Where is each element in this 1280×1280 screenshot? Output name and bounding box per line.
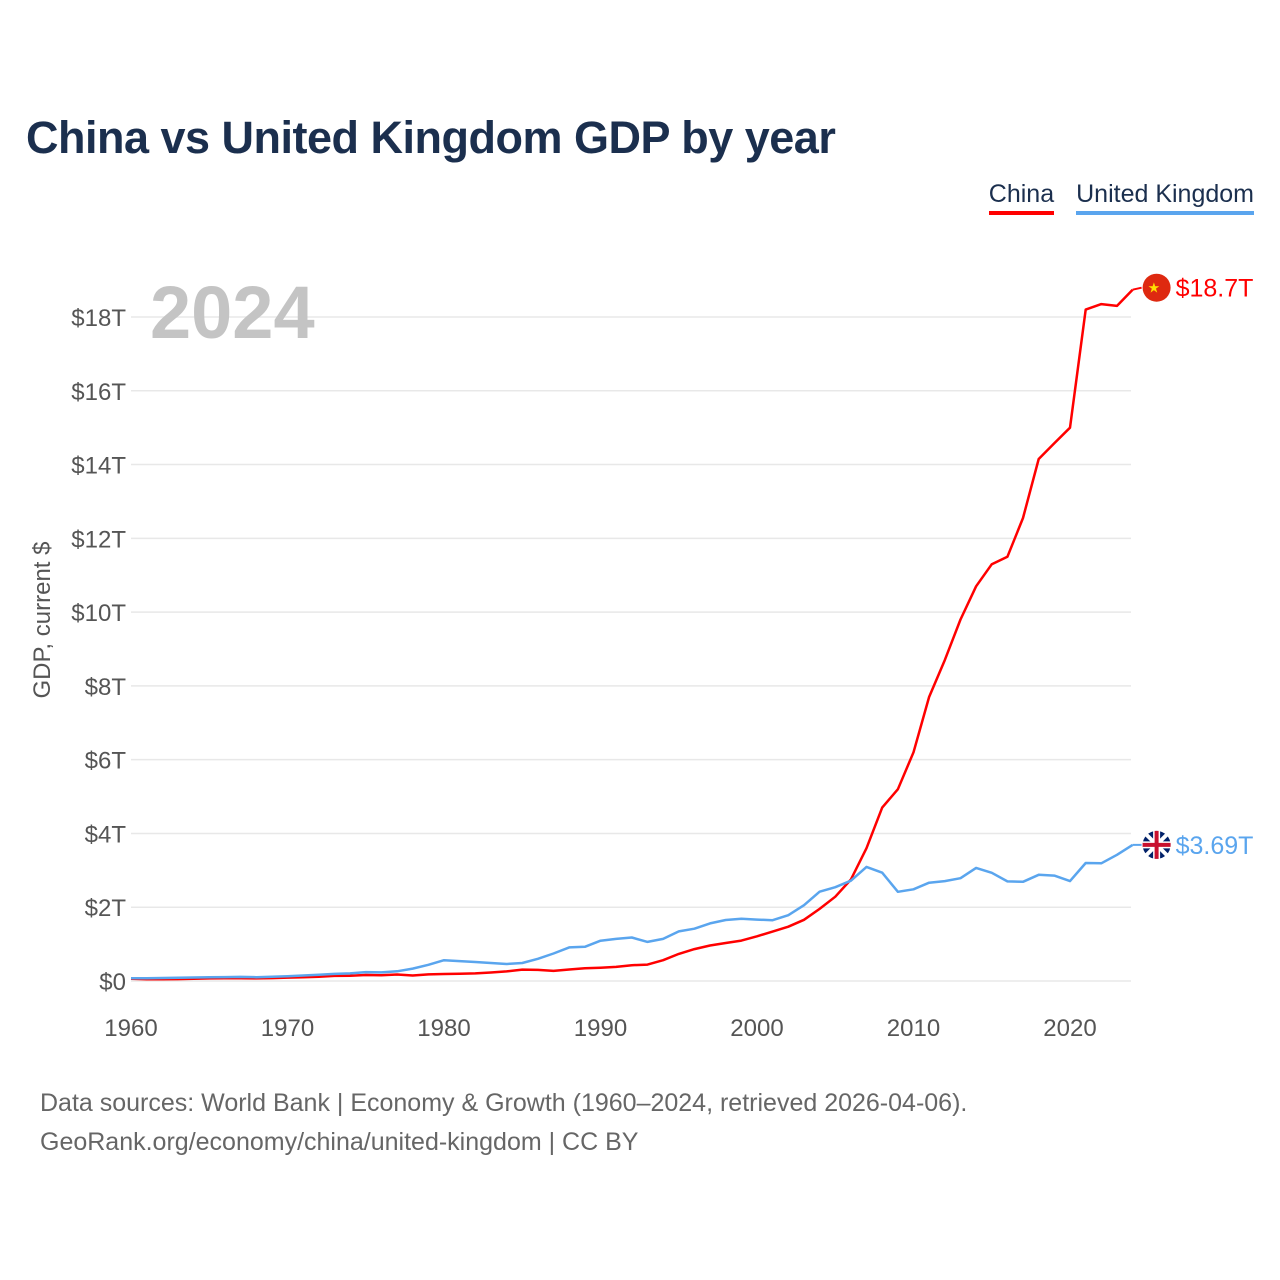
end-value-label: $3.69T [1176, 832, 1254, 860]
y-tick-label: $10T [71, 600, 126, 627]
legend: China United Kingdom [988, 180, 1254, 215]
y-tick-label: $6T [85, 748, 127, 775]
y-axis-label: GDP, current $ [29, 542, 56, 699]
x-tick-label: 2020 [1043, 1015, 1096, 1042]
x-tick-label: 2010 [887, 1015, 940, 1042]
year-label: 2024 [150, 271, 315, 354]
chart-title: China vs United Kingdom GDP by year [26, 112, 836, 163]
y-tick-label: $18T [71, 305, 126, 332]
legend-united-kingdom[interactable]: United Kingdom [1076, 180, 1254, 215]
x-tick-label: 1960 [104, 1015, 157, 1042]
x-tick-label: 2000 [730, 1015, 783, 1042]
footer-link[interactable]: GeoRank.org/economy/china/united-kingdom… [40, 1128, 639, 1156]
series-line-china [130, 288, 1134, 981]
y-tick-label: $14T [71, 453, 126, 480]
y-tick-label: $8T [85, 674, 127, 701]
y-tick-label: $2T [85, 895, 127, 922]
x-tick-label: 1980 [417, 1015, 470, 1042]
end-connector [1132, 286, 1142, 291]
end-value-label: $18.7T [1176, 275, 1254, 303]
footer: Data sources: World Bank | Economy & Gro… [40, 1084, 967, 1162]
x-tick-label: 1970 [261, 1015, 314, 1042]
y-tick-label: $16T [71, 379, 126, 406]
legend-china[interactable]: China [988, 180, 1055, 215]
y-tick-label: $12T [71, 526, 126, 553]
y-tick-label: $4T [85, 821, 127, 848]
x-tick-label: 1990 [574, 1015, 627, 1042]
y-tick-label: $0 [99, 969, 126, 996]
series-line-uk [130, 843, 1134, 980]
china-flag-icon [1142, 273, 1171, 302]
star-icon: ★ [1148, 280, 1161, 296]
footer-sources: Data sources: World Bank | Economy & Gro… [40, 1089, 968, 1117]
